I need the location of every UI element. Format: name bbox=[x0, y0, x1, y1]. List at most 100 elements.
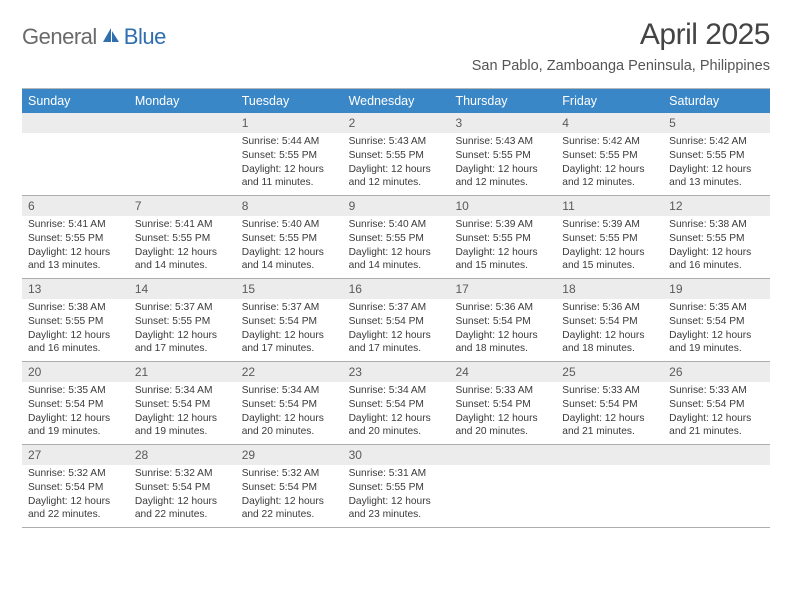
day-number bbox=[22, 113, 129, 133]
day-number: 26 bbox=[663, 362, 770, 382]
day-body: Sunrise: 5:35 AMSunset: 5:54 PMDaylight:… bbox=[22, 382, 129, 443]
day-body bbox=[129, 133, 236, 191]
day-number: 12 bbox=[663, 196, 770, 216]
day-cell: 23Sunrise: 5:34 AMSunset: 5:54 PMDayligh… bbox=[343, 362, 450, 444]
daylight-text: Daylight: 12 hours and 13 minutes. bbox=[669, 163, 764, 191]
day-body: Sunrise: 5:34 AMSunset: 5:54 PMDaylight:… bbox=[236, 382, 343, 443]
day-body: Sunrise: 5:43 AMSunset: 5:55 PMDaylight:… bbox=[449, 133, 556, 194]
day-body: Sunrise: 5:41 AMSunset: 5:55 PMDaylight:… bbox=[22, 216, 129, 277]
sunrise-text: Sunrise: 5:35 AM bbox=[28, 384, 123, 398]
day-number: 30 bbox=[343, 445, 450, 465]
day-number: 1 bbox=[236, 113, 343, 133]
week-row: 27Sunrise: 5:32 AMSunset: 5:54 PMDayligh… bbox=[22, 445, 770, 528]
weekday-header: Monday bbox=[129, 89, 236, 113]
daylight-text: Daylight: 12 hours and 17 minutes. bbox=[135, 329, 230, 357]
day-body: Sunrise: 5:42 AMSunset: 5:55 PMDaylight:… bbox=[556, 133, 663, 194]
day-body: Sunrise: 5:32 AMSunset: 5:54 PMDaylight:… bbox=[236, 465, 343, 526]
day-number: 18 bbox=[556, 279, 663, 299]
sunrise-text: Sunrise: 5:43 AM bbox=[349, 135, 444, 149]
week-row: 6Sunrise: 5:41 AMSunset: 5:55 PMDaylight… bbox=[22, 196, 770, 279]
day-body: Sunrise: 5:37 AMSunset: 5:55 PMDaylight:… bbox=[129, 299, 236, 360]
day-cell-empty bbox=[22, 113, 129, 195]
day-number: 28 bbox=[129, 445, 236, 465]
day-cell: 13Sunrise: 5:38 AMSunset: 5:55 PMDayligh… bbox=[22, 279, 129, 361]
sunrise-text: Sunrise: 5:34 AM bbox=[349, 384, 444, 398]
day-cell: 25Sunrise: 5:33 AMSunset: 5:54 PMDayligh… bbox=[556, 362, 663, 444]
day-cell-empty bbox=[556, 445, 663, 527]
daylight-text: Daylight: 12 hours and 20 minutes. bbox=[349, 412, 444, 440]
day-body: Sunrise: 5:33 AMSunset: 5:54 PMDaylight:… bbox=[449, 382, 556, 443]
daylight-text: Daylight: 12 hours and 16 minutes. bbox=[669, 246, 764, 274]
sunrise-text: Sunrise: 5:39 AM bbox=[562, 218, 657, 232]
day-body: Sunrise: 5:40 AMSunset: 5:55 PMDaylight:… bbox=[236, 216, 343, 277]
daylight-text: Daylight: 12 hours and 11 minutes. bbox=[242, 163, 337, 191]
sunrise-text: Sunrise: 5:43 AM bbox=[455, 135, 550, 149]
daylight-text: Daylight: 12 hours and 19 minutes. bbox=[28, 412, 123, 440]
day-number: 22 bbox=[236, 362, 343, 382]
day-number: 5 bbox=[663, 113, 770, 133]
day-number: 27 bbox=[22, 445, 129, 465]
day-body: Sunrise: 5:33 AMSunset: 5:54 PMDaylight:… bbox=[663, 382, 770, 443]
sunrise-text: Sunrise: 5:38 AM bbox=[669, 218, 764, 232]
weekday-header: Friday bbox=[556, 89, 663, 113]
day-body: Sunrise: 5:35 AMSunset: 5:54 PMDaylight:… bbox=[663, 299, 770, 360]
sunrise-text: Sunrise: 5:33 AM bbox=[669, 384, 764, 398]
logo-word-blue: Blue bbox=[124, 24, 166, 50]
day-number: 15 bbox=[236, 279, 343, 299]
day-cell: 26Sunrise: 5:33 AMSunset: 5:54 PMDayligh… bbox=[663, 362, 770, 444]
daylight-text: Daylight: 12 hours and 21 minutes. bbox=[562, 412, 657, 440]
daylight-text: Daylight: 12 hours and 19 minutes. bbox=[669, 329, 764, 357]
daylight-text: Daylight: 12 hours and 13 minutes. bbox=[28, 246, 123, 274]
daylight-text: Daylight: 12 hours and 21 minutes. bbox=[669, 412, 764, 440]
day-body: Sunrise: 5:32 AMSunset: 5:54 PMDaylight:… bbox=[129, 465, 236, 526]
logo-sail-icon bbox=[101, 26, 121, 49]
sunrise-text: Sunrise: 5:40 AM bbox=[242, 218, 337, 232]
sunrise-text: Sunrise: 5:39 AM bbox=[455, 218, 550, 232]
day-body: Sunrise: 5:39 AMSunset: 5:55 PMDaylight:… bbox=[449, 216, 556, 277]
day-cell: 28Sunrise: 5:32 AMSunset: 5:54 PMDayligh… bbox=[129, 445, 236, 527]
day-body: Sunrise: 5:44 AMSunset: 5:55 PMDaylight:… bbox=[236, 133, 343, 194]
day-body: Sunrise: 5:40 AMSunset: 5:55 PMDaylight:… bbox=[343, 216, 450, 277]
weekday-header: Saturday bbox=[663, 89, 770, 113]
sunset-text: Sunset: 5:54 PM bbox=[28, 398, 123, 412]
sunset-text: Sunset: 5:54 PM bbox=[562, 398, 657, 412]
week-row: 13Sunrise: 5:38 AMSunset: 5:55 PMDayligh… bbox=[22, 279, 770, 362]
day-body bbox=[449, 465, 556, 523]
sunset-text: Sunset: 5:54 PM bbox=[135, 481, 230, 495]
weekday-header: Tuesday bbox=[236, 89, 343, 113]
day-cell-empty bbox=[663, 445, 770, 527]
day-cell: 16Sunrise: 5:37 AMSunset: 5:54 PMDayligh… bbox=[343, 279, 450, 361]
day-cell: 12Sunrise: 5:38 AMSunset: 5:55 PMDayligh… bbox=[663, 196, 770, 278]
daylight-text: Daylight: 12 hours and 23 minutes. bbox=[349, 495, 444, 523]
sunrise-text: Sunrise: 5:35 AM bbox=[669, 301, 764, 315]
day-number: 14 bbox=[129, 279, 236, 299]
day-body: Sunrise: 5:33 AMSunset: 5:54 PMDaylight:… bbox=[556, 382, 663, 443]
day-body: Sunrise: 5:39 AMSunset: 5:55 PMDaylight:… bbox=[556, 216, 663, 277]
sunset-text: Sunset: 5:55 PM bbox=[455, 149, 550, 163]
day-number: 10 bbox=[449, 196, 556, 216]
sunset-text: Sunset: 5:54 PM bbox=[28, 481, 123, 495]
day-body bbox=[663, 465, 770, 523]
sunset-text: Sunset: 5:55 PM bbox=[349, 481, 444, 495]
day-number: 17 bbox=[449, 279, 556, 299]
day-cell: 29Sunrise: 5:32 AMSunset: 5:54 PMDayligh… bbox=[236, 445, 343, 527]
weeks-container: 1Sunrise: 5:44 AMSunset: 5:55 PMDaylight… bbox=[22, 113, 770, 528]
sunset-text: Sunset: 5:55 PM bbox=[349, 232, 444, 246]
sunset-text: Sunset: 5:55 PM bbox=[562, 232, 657, 246]
day-cell: 9Sunrise: 5:40 AMSunset: 5:55 PMDaylight… bbox=[343, 196, 450, 278]
day-body: Sunrise: 5:43 AMSunset: 5:55 PMDaylight:… bbox=[343, 133, 450, 194]
day-cell: 10Sunrise: 5:39 AMSunset: 5:55 PMDayligh… bbox=[449, 196, 556, 278]
sunrise-text: Sunrise: 5:42 AM bbox=[562, 135, 657, 149]
sunset-text: Sunset: 5:55 PM bbox=[242, 149, 337, 163]
sunset-text: Sunset: 5:55 PM bbox=[28, 315, 123, 329]
daylight-text: Daylight: 12 hours and 22 minutes. bbox=[242, 495, 337, 523]
sunrise-text: Sunrise: 5:42 AM bbox=[669, 135, 764, 149]
day-cell: 18Sunrise: 5:36 AMSunset: 5:54 PMDayligh… bbox=[556, 279, 663, 361]
day-body: Sunrise: 5:37 AMSunset: 5:54 PMDaylight:… bbox=[236, 299, 343, 360]
sunset-text: Sunset: 5:55 PM bbox=[135, 315, 230, 329]
day-body: Sunrise: 5:37 AMSunset: 5:54 PMDaylight:… bbox=[343, 299, 450, 360]
day-number: 9 bbox=[343, 196, 450, 216]
day-number: 21 bbox=[129, 362, 236, 382]
day-number: 4 bbox=[556, 113, 663, 133]
daylight-text: Daylight: 12 hours and 12 minutes. bbox=[562, 163, 657, 191]
